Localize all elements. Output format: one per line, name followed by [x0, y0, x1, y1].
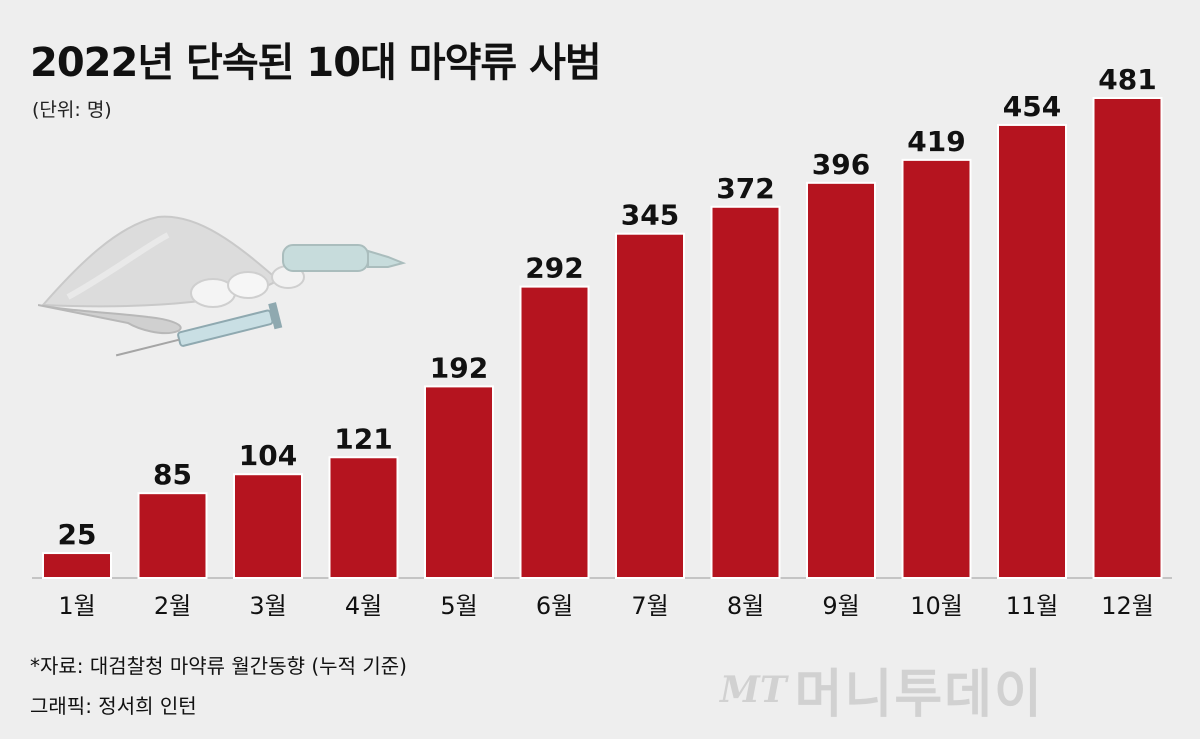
chart-title: 2022년 단속된 10대 마약류 사범 [30, 40, 602, 86]
value-label-9: 396 [812, 148, 870, 181]
x-tick-label-2: 2월 [154, 592, 191, 620]
value-label-7: 345 [621, 199, 679, 232]
value-label-11: 454 [1003, 90, 1061, 123]
x-tick-label-10: 10월 [910, 592, 963, 620]
bar-5 [424, 385, 494, 579]
x-tick-label-4: 4월 [345, 592, 382, 620]
x-tick-label-7: 7월 [631, 592, 668, 620]
logo-wordmark: 머니투데이 [794, 665, 1044, 725]
x-tick-label-6: 6월 [536, 592, 573, 620]
bar-1 [42, 552, 112, 580]
bar-10 [901, 158, 972, 580]
x-tick-label-5: 5월 [440, 592, 477, 620]
source-note: *자료: 대검찰청 마약류 월간동향 (누적 기준) [30, 654, 407, 678]
value-label-12: 481 [1098, 63, 1156, 96]
publisher-logo: MT 머니투데이 [720, 652, 1044, 727]
x-tick-label-8: 8월 [727, 592, 764, 620]
x-tick-label-11: 11월 [1006, 592, 1059, 620]
value-label-6: 292 [525, 252, 583, 285]
x-tick-label-12: 12월 [1101, 592, 1154, 620]
bar-2 [137, 492, 208, 580]
bar-8 [710, 205, 781, 580]
value-label-3: 104 [239, 439, 297, 472]
x-tick-label-1: 1월 [58, 592, 95, 620]
bar-11 [997, 123, 1067, 579]
bar-3 [233, 473, 303, 579]
x-tick-label-3: 3월 [249, 592, 286, 620]
graphic-credit: 그래픽: 정서희 인턴 [30, 694, 197, 718]
bar-6 [519, 285, 590, 579]
value-label-8: 372 [716, 172, 774, 205]
logo-mark: MT [720, 668, 787, 711]
bar-7 [615, 232, 685, 579]
value-label-10: 419 [907, 125, 965, 158]
bar-4 [328, 456, 399, 579]
bar-9 [806, 181, 876, 580]
value-label-2: 85 [153, 458, 192, 491]
value-label-4: 121 [334, 422, 392, 455]
bar-12 [1092, 97, 1163, 579]
value-label-1: 25 [58, 518, 97, 551]
x-tick-label-9: 9월 [822, 592, 859, 620]
unit-label: (단위: 명) [32, 99, 112, 121]
value-label-5: 192 [430, 351, 488, 384]
drug-illustration [38, 215, 407, 357]
